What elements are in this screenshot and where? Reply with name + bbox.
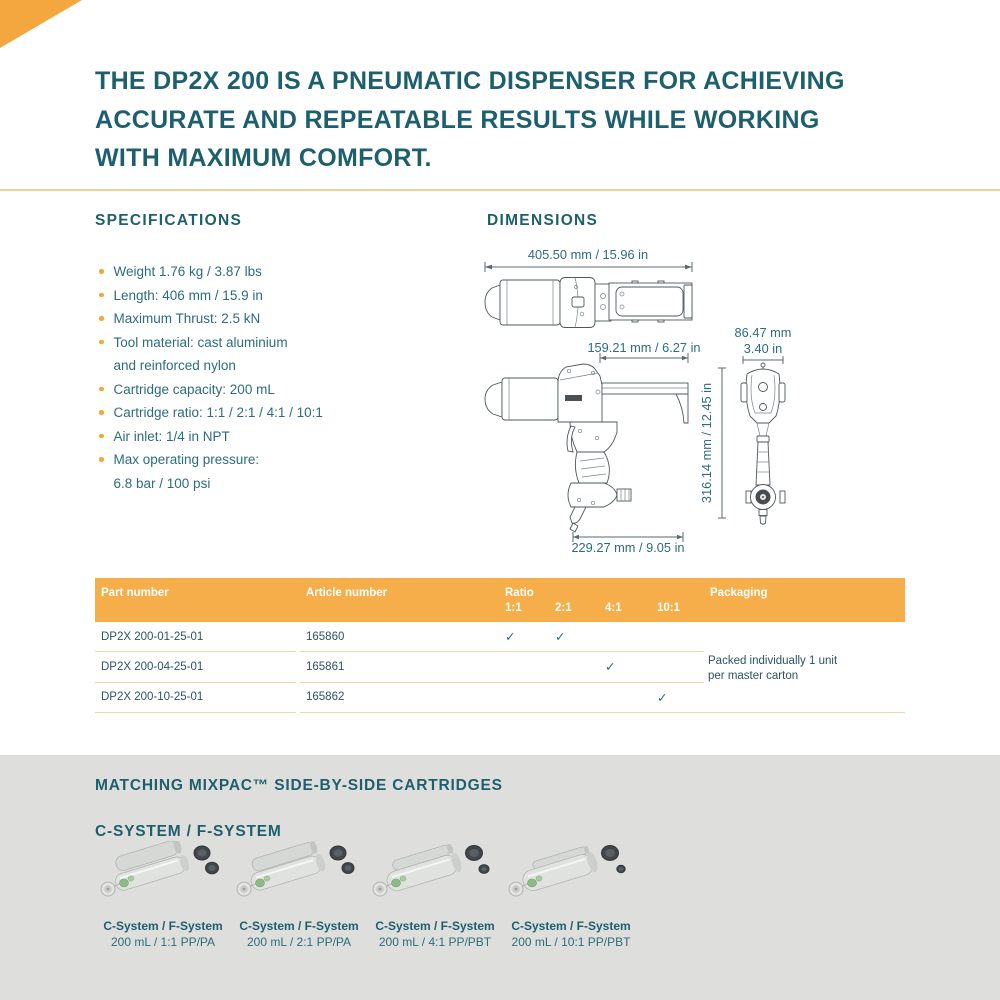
cartridge-spec: 200 mL / 10:1 PP/PBT — [511, 935, 631, 949]
article-number: 165861 — [300, 652, 499, 683]
bullet-icon — [99, 410, 104, 415]
dimension-diagram: 405.50 mm / 15.96 in 159.21 mm — [484, 247, 792, 555]
ratio-check-1-1 — [499, 652, 549, 683]
bullet-icon — [99, 386, 104, 391]
packaging-cell — [704, 683, 905, 713]
cartridge-card: C-System / F-System 200 mL / 4:1 PP/PBT — [367, 841, 503, 949]
top-view-drawing: 405.50 mm / 15.96 in — [484, 247, 693, 328]
table-row: DP2X 200-10-25-01 165862 ✓ — [95, 683, 905, 713]
col-header-ratio: Ratio — [505, 587, 534, 599]
cartridge-card: C-System / F-System 200 mL / 10:1 PP/PBT — [503, 841, 639, 949]
spec-item: Cartridge capacity: 200 mL — [95, 378, 455, 402]
ratio-check-2-1 — [549, 652, 599, 683]
table-header: Part number Article number Ratio Packagi… — [95, 578, 905, 622]
cartridge-cards: C-System / F-System 200 mL / 1:1 PP/PA — [95, 839, 639, 949]
spec-item: Length: 406 mm / 15.9 in — [95, 284, 455, 308]
col-header-packaging: Packaging — [710, 587, 768, 599]
ratio-check-4-1 — [599, 622, 651, 653]
specifications-title: SPECIFICATIONS — [95, 212, 243, 229]
col-header-article: Article number — [306, 587, 388, 599]
cartridge-card: C-System / F-System 200 mL / 2:1 PP/PA — [231, 841, 367, 949]
cartridge-length-label: 159.21 mm / 6.27 in — [587, 340, 700, 355]
part-number: DP2X 200-01-25-01 — [95, 622, 296, 653]
ratio-check-10-1 — [651, 622, 704, 653]
article-number: 165862 — [300, 683, 499, 713]
bullet-icon — [99, 339, 104, 344]
cartridge-spec: 200 mL / 4:1 PP/PBT — [378, 935, 492, 949]
cartridge-image — [372, 843, 490, 897]
bullet-icon — [99, 292, 104, 297]
cartridge-name: C-System / F-System — [103, 919, 223, 933]
article-number: 165860 — [300, 622, 499, 653]
page-title: THE DP2X 200 IS A PNEUMATIC DISPENSER FO… — [95, 67, 845, 172]
overall-length-label: 405.50 mm / 15.96 in — [528, 247, 648, 262]
col-header-ratio-10-1: 10:1 — [657, 602, 681, 614]
bullet-icon — [99, 316, 104, 321]
front-view-drawing: 86.47 mm 3.40 in 316.14 mm / 12.45 in — [699, 325, 792, 525]
ratio-check-4-1 — [599, 683, 651, 713]
width-in-label: 3.40 in — [744, 341, 782, 356]
header-divider — [0, 189, 1000, 191]
cartridges-title: MATCHING MIXPAC™ SIDE-BY-SIDE CARTRIDGES — [95, 777, 503, 794]
system-subtitle: C-SYSTEM / F-SYSTEM — [95, 823, 282, 840]
spec-item: Cartridge ratio: 1:1 / 2:1 / 4:1 / 10:1 — [95, 401, 455, 425]
cartridge-name: C-System / F-System — [375, 919, 495, 933]
ratio-check-1-1 — [499, 683, 549, 713]
width-mm-label: 86.47 mm — [735, 325, 792, 340]
col-header-part: Part number — [101, 587, 169, 599]
depth-label: 229.27 mm / 9.05 in — [571, 540, 684, 555]
specifications-section: SPECIFICATIONS Weight 1.76 kg / 3.87 lbs… — [95, 212, 455, 495]
ratio-check-2-1 — [549, 683, 599, 713]
cartridge-name: C-System / F-System — [239, 919, 359, 933]
parts-table: Part number Article number Ratio Packagi… — [95, 578, 905, 713]
bullet-icon — [99, 269, 104, 274]
col-header-ratio-1-1: 1:1 — [505, 602, 522, 614]
spec-item: Air inlet: 1/4 in NPT — [95, 425, 455, 449]
bullet-icon — [99, 433, 104, 438]
cartridge-image — [100, 839, 219, 897]
height-label: 316.14 mm / 12.45 in — [699, 383, 714, 503]
ratio-check-10-1: ✓ — [651, 683, 704, 713]
ratio-check-2-1: ✓ — [549, 622, 599, 653]
cartridge-image — [236, 841, 355, 897]
spec-item: Tool material: cast aluminium and reinfo… — [95, 331, 455, 378]
cartridge-image — [508, 845, 626, 897]
cartridge-name: C-System / F-System — [511, 919, 631, 933]
ratio-check-4-1: ✓ — [599, 652, 651, 683]
side-view-drawing: 159.21 mm / 6.27 in — [484, 340, 701, 555]
cartridge-card: C-System / F-System 200 mL / 1:1 PP/PA — [95, 839, 231, 949]
cartridge-spec: 200 mL / 1:1 PP/PA — [110, 935, 216, 949]
part-number: DP2X 200-04-25-01 — [95, 652, 296, 683]
spec-item: Max operating pressure: 6.8 bar / 100 ps… — [95, 448, 455, 495]
spec-item: Weight 1.76 kg / 3.87 lbs — [95, 260, 455, 284]
table-row: DP2X 200-01-25-01 165860 ✓ ✓ — [95, 622, 905, 653]
ratio-check-1-1: ✓ — [499, 622, 549, 653]
cartridge-spec: 200 mL / 2:1 PP/PA — [246, 935, 352, 949]
corner-accent-triangle — [0, 0, 82, 48]
spec-item: Maximum Thrust: 2.5 kN — [95, 307, 455, 331]
packaging-note: Packed individually 1 unit per master ca… — [708, 655, 838, 682]
part-number: DP2X 200-10-25-01 — [95, 683, 296, 713]
table-row: DP2X 200-04-25-01 165861 ✓ — [95, 652, 905, 683]
col-header-ratio-2-1: 2:1 — [555, 602, 572, 614]
ratio-check-10-1 — [651, 652, 704, 683]
cartridges-section: MATCHING MIXPAC™ SIDE-BY-SIDE CARTRIDGES… — [0, 755, 1000, 1000]
packaging-cell — [704, 622, 905, 652]
bullet-icon — [99, 457, 104, 462]
brand-sticker — [565, 395, 582, 401]
dimensions-title: DIMENSIONS — [487, 212, 599, 229]
col-header-ratio-4-1: 4:1 — [605, 602, 622, 614]
specifications-list: Weight 1.76 kg / 3.87 lbs Length: 406 mm… — [95, 260, 455, 495]
